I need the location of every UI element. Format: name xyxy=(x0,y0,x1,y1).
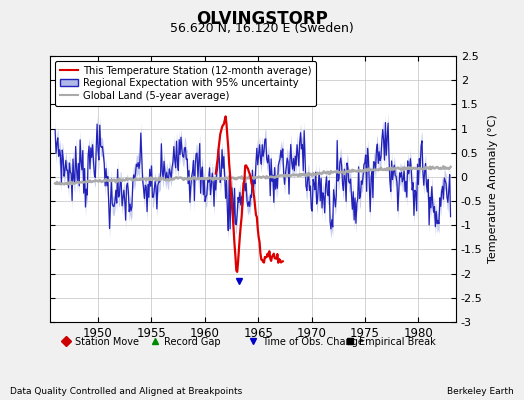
Legend: This Temperature Station (12-month average), Regional Expectation with 95% uncer: This Temperature Station (12-month avera… xyxy=(55,61,316,106)
Text: Record Gap: Record Gap xyxy=(165,337,221,347)
Text: Data Quality Controlled and Aligned at Breakpoints: Data Quality Controlled and Aligned at B… xyxy=(10,387,243,396)
Text: Berkeley Earth: Berkeley Earth xyxy=(447,387,514,396)
Text: Time of Obs. Change: Time of Obs. Change xyxy=(262,337,364,347)
Text: OLVINGSTORP: OLVINGSTORP xyxy=(196,10,328,28)
Text: Empirical Break: Empirical Break xyxy=(359,337,436,347)
Y-axis label: Temperature Anomaly (°C): Temperature Anomaly (°C) xyxy=(488,115,498,263)
Text: 56.620 N, 16.120 E (Sweden): 56.620 N, 16.120 E (Sweden) xyxy=(170,22,354,35)
Text: Station Move: Station Move xyxy=(75,337,139,347)
